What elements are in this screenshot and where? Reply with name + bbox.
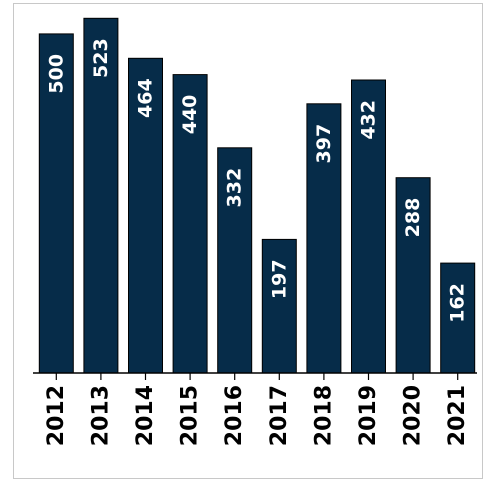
x-tick-label-2012: 2012 <box>44 385 69 446</box>
x-tick-label-2013: 2013 <box>88 385 113 446</box>
bar-value-label-2014: 464 <box>135 78 157 118</box>
x-ticks-layer <box>55 373 459 380</box>
bar-value-label-2020: 288 <box>402 198 424 238</box>
bar-value-label-2016: 332 <box>224 168 246 208</box>
x-tick-label-2017: 2017 <box>267 385 292 446</box>
x-tick-label-2019: 2019 <box>356 385 381 446</box>
bar-2021 <box>440 262 476 374</box>
x-tick-label-2020: 2020 <box>401 385 426 446</box>
bars-layer <box>38 17 476 374</box>
bar-value-label-2015: 440 <box>179 95 201 135</box>
bar-labels-layer: 500 523 464 440 332 197 397 432 288 162 <box>45 38 468 322</box>
bar-2013 <box>83 17 119 374</box>
bar-2012 <box>38 33 74 374</box>
x-tick-label-2016: 2016 <box>222 385 247 446</box>
x-tick-label-2014: 2014 <box>133 385 158 446</box>
bar-value-label-2017: 197 <box>268 259 290 299</box>
bar-value-label-2019: 432 <box>358 100 380 140</box>
bar-value-label-2012: 500 <box>45 54 67 94</box>
x-tick-label-2018: 2018 <box>311 385 336 446</box>
bar-2016 <box>217 147 253 374</box>
x-tick-labels-layer: 2012 2013 2014 2015 2016 2017 2018 2019 2020 2021 <box>44 385 470 446</box>
x-tick-label-2021: 2021 <box>445 385 470 446</box>
x-tick-label-2015: 2015 <box>178 385 203 446</box>
bar-2014 <box>128 57 163 374</box>
bar-2018 <box>306 103 342 374</box>
bar-2020 <box>395 177 431 374</box>
bar-value-label-2021: 162 <box>447 283 469 323</box>
bar-value-label-2018: 397 <box>313 124 335 164</box>
bar-value-label-2013: 523 <box>90 38 112 78</box>
